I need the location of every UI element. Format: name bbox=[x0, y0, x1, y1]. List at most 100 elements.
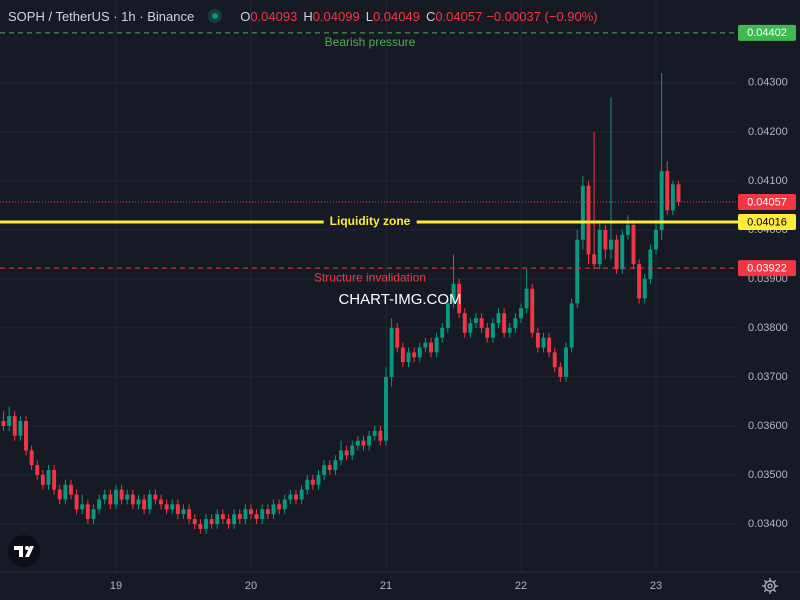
candle-body bbox=[541, 337, 546, 348]
change: −0.00037 (−0.90%) bbox=[486, 8, 598, 24]
candle-body bbox=[333, 460, 338, 471]
candle-body bbox=[204, 519, 208, 529]
candle-body bbox=[468, 323, 473, 333]
candle-body bbox=[102, 494, 107, 500]
candle-body bbox=[339, 450, 343, 461]
candle-body bbox=[80, 504, 85, 510]
candle-body bbox=[625, 224, 630, 235]
candle-body bbox=[294, 494, 298, 500]
candle-body bbox=[417, 347, 422, 358]
candle-body bbox=[355, 440, 360, 446]
candle-body bbox=[130, 494, 135, 505]
settings-icon[interactable] bbox=[762, 578, 778, 594]
candle-body bbox=[18, 421, 23, 436]
symbol-title: SOPH / TetherUS · 1h · Binance bbox=[8, 8, 195, 24]
legend-value: 0.04099 bbox=[312, 8, 360, 24]
candle-body bbox=[552, 352, 557, 368]
candle-body bbox=[586, 185, 591, 255]
price-badge-label: 0.03922 bbox=[747, 263, 787, 275]
candle-body bbox=[7, 416, 12, 426]
candle-body bbox=[69, 484, 73, 495]
candle-body bbox=[232, 514, 237, 524]
candle-body bbox=[74, 494, 79, 510]
candle-body bbox=[479, 318, 484, 328]
candle-body bbox=[97, 499, 102, 510]
level-label: Structure invalidation bbox=[314, 270, 426, 284]
plot bbox=[1, 73, 681, 534]
candle-body bbox=[378, 430, 383, 441]
candle-body bbox=[57, 489, 62, 500]
candle-body bbox=[597, 229, 602, 265]
status-dot bbox=[208, 9, 223, 23]
candle-body bbox=[558, 367, 563, 377]
candle-body bbox=[502, 313, 507, 333]
candle-body bbox=[620, 234, 625, 270]
candle-body bbox=[496, 313, 501, 324]
candle-body bbox=[209, 519, 214, 524]
level-label-bg bbox=[323, 213, 417, 230]
candle-body bbox=[282, 499, 287, 510]
candle-body bbox=[603, 229, 608, 250]
level-label: Bearish pressure bbox=[325, 35, 416, 49]
candle-body bbox=[642, 278, 647, 299]
candle-body bbox=[220, 514, 225, 520]
candle-body bbox=[310, 479, 315, 485]
candle-body bbox=[519, 308, 523, 319]
candle-body bbox=[305, 479, 310, 490]
candle-body bbox=[288, 494, 293, 500]
candle-body bbox=[513, 318, 518, 328]
candle-body bbox=[159, 499, 163, 505]
y-tick-label: 0.04200 bbox=[748, 126, 788, 138]
y-tick-label: 0.03500 bbox=[748, 469, 788, 481]
y-tick-label: 0.03700 bbox=[748, 371, 788, 383]
candle-body bbox=[676, 184, 681, 202]
candle-body bbox=[187, 509, 192, 520]
candle-body bbox=[457, 283, 462, 314]
candle-body bbox=[85, 504, 90, 520]
candle-body bbox=[237, 514, 242, 520]
candle-body bbox=[181, 509, 186, 515]
header: SOPH / TetherUS · 1h · Binance O0.04093 H… bbox=[8, 6, 598, 26]
candle-body bbox=[344, 450, 349, 456]
candle-body bbox=[192, 519, 197, 524]
candle-body bbox=[670, 184, 675, 211]
x-tick-label: 22 bbox=[515, 580, 527, 592]
candle-body bbox=[462, 313, 467, 333]
price-badge bbox=[738, 214, 796, 231]
x-tick-label: 23 bbox=[650, 580, 662, 592]
candle-body bbox=[119, 489, 124, 500]
candle-body bbox=[564, 347, 568, 377]
candle-body bbox=[429, 342, 433, 353]
candle-body bbox=[175, 504, 180, 515]
candle-body bbox=[451, 283, 456, 304]
candle-body bbox=[423, 342, 428, 348]
legend-key: L bbox=[365, 8, 373, 24]
candle-body bbox=[142, 499, 147, 510]
candle-body bbox=[249, 509, 253, 515]
candle-body bbox=[490, 323, 495, 338]
legend-key: O bbox=[240, 8, 251, 24]
candle-body bbox=[52, 470, 57, 490]
candle-body bbox=[322, 465, 327, 475]
legend-key: C bbox=[425, 8, 436, 24]
candle-body bbox=[445, 303, 450, 328]
y-tick-label: 0.03400 bbox=[748, 518, 788, 530]
candle-body bbox=[260, 509, 265, 520]
candle-body bbox=[361, 440, 366, 446]
candle-body bbox=[434, 337, 439, 353]
candle-body bbox=[406, 352, 411, 363]
candle-body bbox=[400, 347, 405, 363]
candle-body bbox=[125, 494, 130, 500]
candle-body bbox=[136, 499, 141, 505]
candle-body bbox=[659, 171, 664, 230]
candle-body bbox=[35, 465, 40, 475]
candle-body bbox=[372, 430, 377, 436]
candle-body bbox=[12, 416, 17, 436]
candle-body bbox=[569, 303, 574, 348]
candle-body bbox=[299, 489, 304, 500]
candle-body bbox=[654, 229, 658, 250]
y-tick-label: 0.04300 bbox=[748, 77, 788, 89]
grid bbox=[0, 0, 738, 572]
candle-body bbox=[507, 327, 512, 333]
